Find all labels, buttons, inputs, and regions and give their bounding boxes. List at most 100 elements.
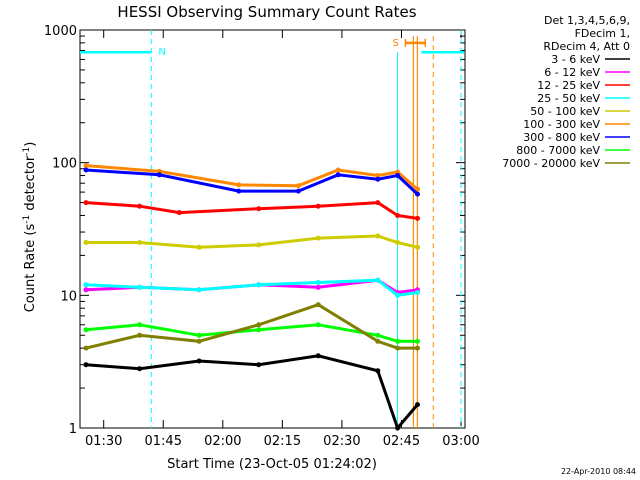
series-point-7-6	[395, 338, 401, 344]
series-point-5-0	[83, 163, 89, 169]
legend-label-7: 800 - 7000 keV	[516, 144, 600, 157]
series-point-4-6	[395, 240, 401, 245]
legend-label-3: 25 - 50 keV	[537, 92, 600, 105]
legend-header-2: FDecim 1,	[575, 27, 630, 40]
series-point-1-4	[315, 284, 321, 290]
night-label: N	[158, 47, 165, 58]
saa-label: S	[392, 38, 398, 49]
legend-label-6: 300 - 800 keV	[523, 131, 600, 144]
series-point-0-5	[375, 368, 381, 374]
series-point-3-5	[375, 277, 381, 283]
series-point-4-2	[196, 244, 202, 250]
y-tick-label-0: 1	[69, 422, 77, 437]
series-point-3-0	[83, 282, 89, 288]
series-point-8-3	[256, 322, 262, 328]
x-tick-label-4: 02:30	[323, 434, 360, 449]
footer-timestamp: 22-Apr-2010 08:44	[561, 467, 636, 476]
series-point-2-7	[415, 215, 420, 221]
series-point-6-5	[375, 176, 381, 182]
series-point-1-0	[83, 287, 89, 293]
series-point-8-6	[395, 345, 401, 351]
series-point-7-3	[256, 327, 262, 333]
series-point-6-0	[83, 167, 89, 173]
x-tick-label-5: 02:45	[383, 434, 420, 449]
series-point-3-3	[256, 282, 262, 288]
series-point-7-4	[315, 322, 321, 328]
y-tick-label-1: 10	[60, 289, 77, 304]
legend-header-3: RDecim 4, Att 0	[543, 40, 630, 53]
series-point-6-4	[335, 172, 341, 178]
series-point-0-1	[137, 366, 143, 372]
legend-label-2: 12 - 25 keV	[537, 79, 600, 92]
series-point-0-0	[83, 362, 89, 368]
series-point-5-7	[415, 186, 420, 192]
series-point-7-2	[196, 332, 202, 338]
series-point-7-7	[415, 338, 420, 344]
x-tick-label-2: 02:00	[204, 434, 241, 449]
series-point-2-2	[176, 210, 182, 216]
y-tick-label-3: 1000	[44, 24, 77, 39]
series-point-2-5	[375, 200, 381, 206]
series-point-5-3	[295, 183, 301, 189]
series-point-6-7	[415, 191, 420, 197]
series-point-8-0	[83, 345, 89, 351]
series-point-4-4	[315, 235, 321, 241]
series-point-0-7	[415, 402, 420, 408]
series-point-5-4	[335, 167, 341, 173]
series-point-3-1	[137, 284, 143, 290]
series-point-4-5	[375, 233, 381, 239]
series-line-2	[85, 201, 418, 220]
series-point-4-0	[83, 240, 89, 245]
x-axis-label: Start Time (23-Oct-05 01:24:02)	[167, 457, 377, 472]
series-point-3-4	[315, 280, 321, 285]
series-line-5	[85, 164, 419, 191]
series-point-8-5	[375, 338, 381, 344]
series-point-4-7	[415, 244, 420, 250]
series-point-3-7	[415, 290, 420, 295]
chart-title: HESSI Observing Summary Count Rates	[117, 3, 416, 21]
series-line-8	[85, 303, 418, 350]
series-point-7-1	[137, 322, 143, 328]
x-tick-label-3: 02:15	[264, 434, 301, 449]
series-point-8-4	[315, 302, 321, 308]
series-point-0-2	[196, 358, 202, 364]
series-point-2-6	[395, 213, 401, 218]
series-point-0-3	[256, 362, 262, 368]
series-point-6-1	[156, 172, 162, 178]
series-point-3-2	[196, 287, 202, 293]
plot-frame	[79, 29, 466, 429]
series-point-2-1	[137, 203, 143, 209]
x-tick-label-1: 01:45	[145, 434, 182, 449]
series-point-5-2	[236, 182, 242, 188]
series-point-5-5	[375, 173, 381, 178]
plot-area: 1 10 100 1000 01:30 01:45 02:00 02:15 02:30 02:45…	[44, 24, 480, 449]
y-axis-label: Count Rate (s-1 detector-1)	[22, 142, 38, 313]
series-point-8-2	[196, 338, 202, 344]
legend-label-1: 6 - 12 keV	[544, 66, 600, 79]
series-line-0	[85, 354, 419, 431]
x-tick-label-6: 03:00	[442, 434, 479, 449]
series-line-7	[85, 323, 418, 343]
series-point-6-3	[295, 188, 301, 194]
series-point-2-0	[83, 200, 89, 206]
series-point-4-3	[256, 242, 262, 248]
legend-label-5: 100 - 300 keV	[523, 118, 600, 131]
series-point-8-1	[137, 332, 143, 338]
series-point-0-6	[395, 425, 401, 431]
series-line-4	[86, 234, 418, 249]
series-point-8-7	[415, 345, 420, 351]
series-point-3-6	[395, 292, 401, 298]
series-point-4-1	[137, 240, 143, 245]
series-point-7-0	[83, 327, 89, 333]
series-line-6	[85, 168, 419, 196]
legend-label-4: 50 - 100 keV	[530, 105, 600, 118]
series-point-2-3	[256, 206, 262, 212]
x-tick-label-0: 01:30	[85, 434, 122, 449]
series-point-6-2	[236, 188, 242, 194]
series-point-6-6	[395, 173, 401, 178]
legend-label-8: 7000 - 20000 keV	[502, 157, 600, 170]
series-point-7-5	[375, 332, 381, 338]
legend-label-0: 3 - 6 keV	[551, 53, 600, 66]
